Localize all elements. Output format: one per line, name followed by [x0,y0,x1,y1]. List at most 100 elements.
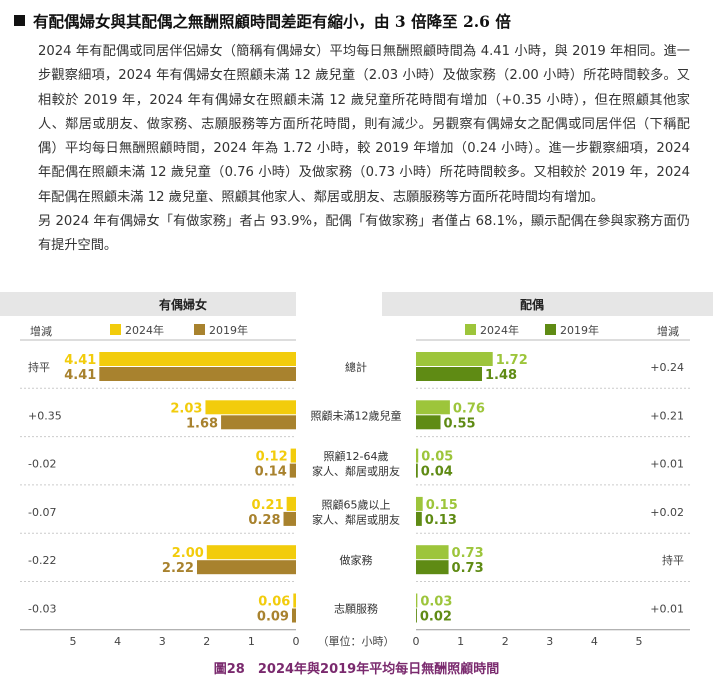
women-2024-bar [205,400,296,415]
category-label: 志願服務 [334,602,378,616]
women-change-label: -0.07 [28,506,56,519]
category-label: 照顧未滿12歲兒童 [311,408,402,422]
left-axis-tick-label: 0 [293,635,300,648]
men-2024-value-label: 1.72 [496,353,528,368]
men-2019-value-label: 1.48 [485,368,517,383]
legend-men-2024-label: 2024年 [480,323,519,337]
category-label: 做家務 [340,553,373,567]
women-2019-value-label: 1.68 [186,416,218,431]
left-axis-tick-label: 4 [114,635,121,648]
left-axis-tick-label: 5 [70,635,77,648]
square-bullet-icon [14,15,25,26]
men-change-label: +0.21 [650,409,684,422]
men-2019-value-label: 0.04 [421,465,453,480]
left-panel-title: 有偶婦女 [159,297,207,312]
women-2024-bar [290,448,296,463]
right-axis-tick-label: 1 [457,635,464,648]
paragraph-1: 2024 年有配偶或同居伴侶婦女（簡稱有偶婦女）平均每日無酬照顧時間為 4.41… [38,44,690,205]
women-2019-value-label: 0.28 [248,513,280,528]
men-2024-bar [416,352,493,366]
men-2024-bar [416,400,450,415]
legend-women-2019-swatch [194,324,205,335]
right-axis-tick-label: 2 [502,635,509,648]
men-2024-bar [416,545,449,560]
women-change-label: -0.02 [28,458,56,471]
men-2024-value-label: 0.76 [453,401,485,416]
men-2024-bar [416,448,419,463]
category-label: 總計 [345,360,367,374]
right-change-header: 增減 [657,324,679,338]
women-2024-value-label: 0.06 [258,595,290,610]
men-change-label: +0.02 [650,506,684,519]
women-change-label: -0.03 [28,603,56,616]
women-2024-value-label: 2.03 [170,401,202,416]
women-2024-value-label: 4.41 [64,353,96,368]
right-axis-tick-label: 4 [591,635,598,648]
men-2019-bar [416,511,422,526]
legend-women-2019-label: 2019年 [209,323,248,337]
women-2024-bar [99,352,297,366]
legend-women-2024-label: 2024年 [125,323,164,337]
right-header-band [382,292,713,316]
women-2024-bar [293,593,296,608]
women-2019-value-label: 4.41 [64,368,96,383]
women-2019-bar [283,511,296,526]
women-2024-bar [286,496,296,511]
women-2019-value-label: 0.14 [255,465,287,480]
legend-men-2019-label: 2019年 [560,323,599,337]
men-2024-bar [416,496,423,511]
left-header-band [0,292,296,316]
right-panel-title: 配偶 [520,297,544,312]
right-axis-tick-label: 3 [546,635,553,648]
paragraph-2: 另 2024 年有偶婦女「有做家務」者占 93.9%，配偶「有做家務」者僅占 6… [38,214,690,254]
women-2019-value-label: 0.09 [257,610,289,625]
men-change-label: +0.24 [650,361,684,374]
section-heading: 有配偶婦女與其配偶之無酬照顧時間差距有縮小，由 3 倍降至 2.6 倍 [14,10,511,32]
women-2024-value-label: 0.12 [256,450,288,465]
women-2019-bar [221,415,296,430]
women-2019-bar [291,608,296,623]
men-2024-value-label: 0.15 [426,498,458,513]
figure-caption: 圖28 2024年與2019年平均每日無酬照顧時間 [213,662,500,677]
women-2019-value-label: 2.22 [162,561,194,576]
men-2024-value-label: 0.73 [452,546,484,561]
men-2019-value-label: 0.55 [444,416,476,431]
women-2024-value-label: 0.21 [252,498,284,513]
body-text: 2024 年有配偶或同居伴侶婦女（簡稱有偶婦女）平均每日無酬照顧時間為 4.41… [38,40,690,259]
women-change-label: 持平 [28,360,50,374]
women-2024-bar [206,545,296,560]
left-axis-tick-label: 1 [248,635,255,648]
legend-men-2019-swatch [545,324,556,335]
men-2019-bar [416,367,483,381]
men-2024-value-label: 0.03 [420,595,452,610]
heading-text: 有配偶婦女與其配偶之無酬照顧時間差距有縮小，由 3 倍降至 2.6 倍 [33,12,511,31]
category-label: 照顧12-64歲 [324,449,389,463]
unit-label: （單位：小時） [318,634,395,648]
men-2024-bar [416,593,418,608]
men-2024-value-label: 0.05 [421,450,453,465]
category-label: 家人、鄰居或朋友 [312,464,400,478]
men-change-label: +0.01 [650,603,684,616]
women-2019-bar [196,560,296,575]
left-axis-tick-label: 2 [203,635,210,648]
left-change-header: 增減 [30,324,52,338]
women-2024-value-label: 2.00 [172,546,204,561]
women-change-label: -0.22 [28,554,56,567]
men-2019-bar [416,608,417,623]
women-change-label: +0.35 [28,409,62,422]
left-axis-tick-label: 3 [159,635,166,648]
legend-women-2024-swatch [110,324,121,335]
women-2019-bar [99,367,297,381]
men-2019-bar [416,560,449,575]
men-change-label: 持平 [662,553,684,567]
men-change-label: +0.01 [650,458,684,471]
category-label: 照顧65歲以上 [322,497,391,511]
legend-men-2024-swatch [465,324,476,335]
men-2019-value-label: 0.73 [452,561,484,576]
right-axis-tick-label: 0 [413,635,420,648]
men-2019-bar [416,463,418,478]
category-label: 家人、鄰居或朋友 [312,512,400,526]
men-2019-value-label: 0.02 [420,610,452,625]
men-2019-bar [416,415,441,430]
